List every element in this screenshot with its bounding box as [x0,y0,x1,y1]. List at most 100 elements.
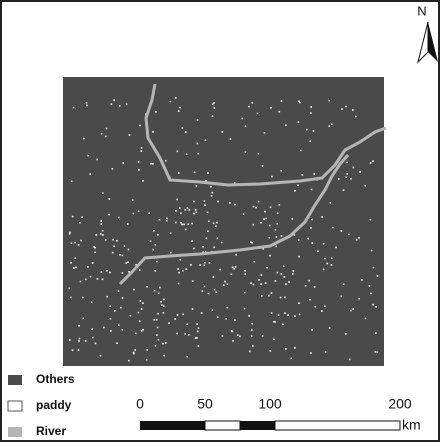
paddy-dot [192,308,194,310]
paddy-dot [243,213,245,215]
paddy-dot [294,315,296,317]
paddy-dot [308,280,310,282]
paddy-dot [284,276,286,278]
paddy-dot [278,314,280,316]
paddy-dot [85,279,87,281]
paddy-dot [324,306,326,308]
paddy-dot [252,345,254,347]
paddy-dot [244,308,246,310]
paddy-dot [361,279,363,281]
paddy-dot [291,358,293,360]
paddy-dot [245,126,247,128]
paddy-dot [106,296,108,298]
paddy-dot [146,359,148,361]
paddy-dot [285,283,287,285]
paddy-dot [141,330,143,332]
paddy-dot [270,207,272,209]
paddy-dot [83,318,85,320]
paddy-dot [332,227,334,229]
paddy-dot [224,281,226,283]
paddy-dot [146,286,148,288]
paddy-dot [88,155,90,157]
paddy-dot [317,250,319,252]
paddy-dot [197,331,199,333]
paddy-dot [191,223,193,225]
paddy-dot [377,275,379,277]
paddy-dot [370,293,372,295]
paddy-dot [130,315,132,317]
paddy-dot [163,305,165,307]
paddy-dot [142,329,144,331]
paddy-dot [234,204,236,206]
paddy-dot [92,337,94,339]
paddy-dot [375,332,377,334]
paddy-dot [101,133,103,135]
paddy-dot [184,333,186,335]
paddy-dot [222,335,224,337]
paddy-dot [311,189,313,191]
paddy-dot [258,279,260,281]
paddy-dot [217,201,219,203]
paddy-dot [370,219,372,221]
paddy-dot [102,279,104,281]
paddy-dot [242,118,244,120]
paddy-dot [72,216,74,218]
paddy-dot [227,283,229,285]
paddy-dot [150,163,152,165]
paddy-dot [141,308,143,310]
paddy-dot [182,127,184,129]
paddy-dot [279,111,281,113]
paddy-dot [300,150,302,152]
paddy-dot [197,143,199,145]
paddy-dot [186,356,188,358]
scale-label: 0 [136,396,144,412]
paddy-dot [262,335,264,337]
paddy-dot [71,181,73,183]
paddy-dot [285,124,287,126]
paddy-dot [213,102,215,104]
paddy-dot [69,233,71,235]
paddy-dot [192,280,194,282]
paddy-dot [223,284,225,286]
paddy-dot [213,223,215,225]
paddy-dot [69,339,71,341]
paddy-dot [122,255,124,257]
paddy-dot [185,131,187,133]
paddy-dot [268,295,270,297]
paddy-dot [260,222,262,224]
paddy-dot [177,151,179,153]
paddy-dot [314,286,316,288]
paddy-dot [83,138,85,140]
paddy-dot [352,109,354,111]
paddy-dot [309,299,311,301]
paddy-dot [102,192,104,194]
paddy-dot [217,316,219,318]
paddy-dot [129,134,131,136]
paddy-dot [95,343,97,345]
paddy-dot [177,314,179,316]
paddy-dot [315,306,317,308]
paddy-dot [298,239,300,241]
paddy-dot [313,130,315,132]
paddy-dot [264,211,266,213]
paddy-dot [116,240,118,242]
paddy-dot [204,265,206,267]
paddy-dot [193,248,195,250]
paddy-dot [175,222,177,224]
paddy-dot [155,270,157,272]
paddy-dot [210,186,212,188]
paddy-dot [112,239,114,241]
paddy-dot [89,173,91,175]
paddy-dot [277,272,279,274]
paddy-dot [78,340,80,342]
paddy-dot [170,233,172,235]
paddy-dot [207,230,209,232]
paddy-dot [261,295,263,297]
paddy-dot [330,202,332,204]
paddy-dot [266,267,268,269]
paddy-dot [204,262,206,264]
paddy-dot [70,297,72,299]
paddy-dot [187,207,189,209]
paddy-dot [187,323,189,325]
scale-label: 50 [197,396,213,412]
